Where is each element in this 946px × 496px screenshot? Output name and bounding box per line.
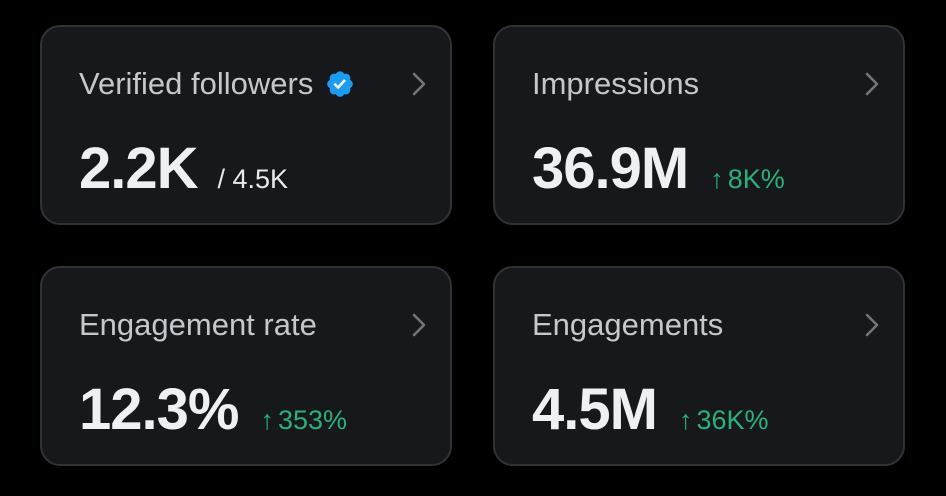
card-label: Impressions — [532, 66, 700, 101]
change-percent: 8K% — [727, 164, 785, 194]
card-header: Impressions — [532, 65, 699, 103]
arrow-up-icon: ↑ — [260, 405, 274, 435]
card-label: Engagements — [532, 307, 724, 342]
metric-row: 2.2K / 4.5K — [79, 137, 288, 201]
arrow-up-icon: ↑ — [678, 405, 693, 435]
engagement-rate-card[interactable]: Engagement rate 12.3% ↑ 353% — [40, 266, 452, 466]
verified-badge-icon — [325, 69, 355, 99]
engagements-card[interactable]: Engagements 4.5M ↑ 36K% — [493, 266, 905, 466]
change-percent: 353% — [277, 405, 348, 435]
metric-value: 2.2K — [79, 136, 199, 201]
metric-row: 36.9M ↑ 8K% — [532, 137, 785, 201]
metric-total: / 4.5K — [217, 164, 289, 194]
metric-value: 4.5M — [532, 377, 658, 442]
chevron-right-icon — [412, 313, 426, 337]
change-percent: 36K% — [696, 405, 769, 435]
chevron-right-icon — [865, 313, 879, 337]
card-header: Engagement rate — [79, 306, 317, 344]
metric-change: ↑ 353% — [260, 405, 347, 436]
metric-value: 12.3% — [79, 377, 239, 442]
metric-row: 4.5M ↑ 36K% — [532, 378, 769, 442]
verified-followers-card[interactable]: Verified followers 2.2K / 4.5K — [40, 25, 452, 225]
card-label: Verified followers — [79, 66, 314, 101]
chevron-right-icon — [865, 72, 879, 96]
card-header: Engagements — [532, 306, 723, 344]
card-label: Engagement rate — [79, 307, 317, 342]
card-header: Verified followers — [79, 65, 355, 103]
arrow-up-icon: ↑ — [710, 164, 724, 194]
metric-change: ↑ 8K% — [710, 164, 785, 195]
metric-row: 12.3% ↑ 353% — [79, 378, 347, 442]
metric-change: ↑ 36K% — [679, 405, 769, 436]
impressions-card[interactable]: Impressions 36.9M ↑ 8K% — [493, 25, 905, 225]
chevron-right-icon — [412, 72, 426, 96]
metric-value: 36.9M — [532, 136, 689, 201]
